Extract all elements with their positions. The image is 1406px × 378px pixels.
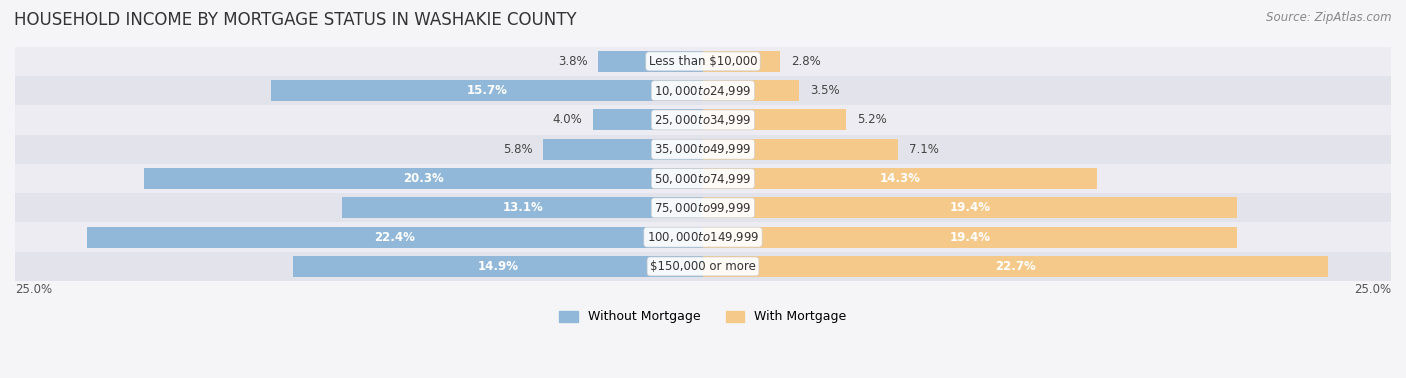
Bar (703, 139, 898, 160)
Bar (15, 193, 1391, 223)
Bar (15, 164, 1391, 193)
Text: 25.0%: 25.0% (15, 282, 52, 296)
Text: 3.8%: 3.8% (558, 55, 588, 68)
Text: Less than $10,000: Less than $10,000 (648, 55, 758, 68)
Text: 5.8%: 5.8% (503, 143, 533, 156)
Text: $35,000 to $49,999: $35,000 to $49,999 (654, 142, 752, 156)
Text: $50,000 to $74,999: $50,000 to $74,999 (654, 172, 752, 186)
Text: $100,000 to $149,999: $100,000 to $149,999 (647, 230, 759, 244)
Bar (593, 109, 703, 130)
Bar (703, 197, 1237, 218)
Text: 20.3%: 20.3% (404, 172, 444, 185)
Bar (15, 223, 1391, 252)
Bar (271, 80, 703, 101)
Text: 7.1%: 7.1% (910, 143, 939, 156)
Text: HOUSEHOLD INCOME BY MORTGAGE STATUS IN WASHAKIE COUNTY: HOUSEHOLD INCOME BY MORTGAGE STATUS IN W… (14, 11, 576, 29)
Bar (703, 256, 1327, 277)
Text: 19.4%: 19.4% (949, 201, 990, 214)
Text: 22.4%: 22.4% (374, 231, 415, 244)
Text: 3.5%: 3.5% (810, 84, 839, 97)
Text: 15.7%: 15.7% (467, 84, 508, 97)
Bar (703, 109, 846, 130)
Bar (15, 252, 1391, 281)
Text: Source: ZipAtlas.com: Source: ZipAtlas.com (1267, 11, 1392, 24)
Text: 4.0%: 4.0% (553, 113, 582, 127)
Bar (703, 80, 800, 101)
Bar (15, 47, 1391, 76)
Text: 14.9%: 14.9% (478, 260, 519, 273)
Bar (87, 226, 703, 248)
Text: 2.8%: 2.8% (792, 55, 821, 68)
Bar (703, 168, 1097, 189)
Bar (15, 105, 1391, 135)
Bar (599, 51, 703, 72)
Text: 14.3%: 14.3% (879, 172, 920, 185)
Text: 13.1%: 13.1% (502, 201, 543, 214)
Bar (703, 226, 1237, 248)
Text: $150,000 or more: $150,000 or more (650, 260, 756, 273)
Text: 5.2%: 5.2% (858, 113, 887, 127)
Bar (343, 197, 703, 218)
Legend: Without Mortgage, With Mortgage: Without Mortgage, With Mortgage (554, 305, 852, 328)
Text: 22.7%: 22.7% (995, 260, 1036, 273)
Text: 19.4%: 19.4% (949, 231, 990, 244)
Bar (145, 168, 703, 189)
Text: $25,000 to $34,999: $25,000 to $34,999 (654, 113, 752, 127)
Bar (15, 135, 1391, 164)
Text: $75,000 to $99,999: $75,000 to $99,999 (654, 201, 752, 215)
Text: $10,000 to $24,999: $10,000 to $24,999 (654, 84, 752, 98)
Bar (15, 76, 1391, 105)
Bar (703, 51, 780, 72)
Bar (292, 256, 703, 277)
Text: 25.0%: 25.0% (1354, 282, 1391, 296)
Bar (543, 139, 703, 160)
